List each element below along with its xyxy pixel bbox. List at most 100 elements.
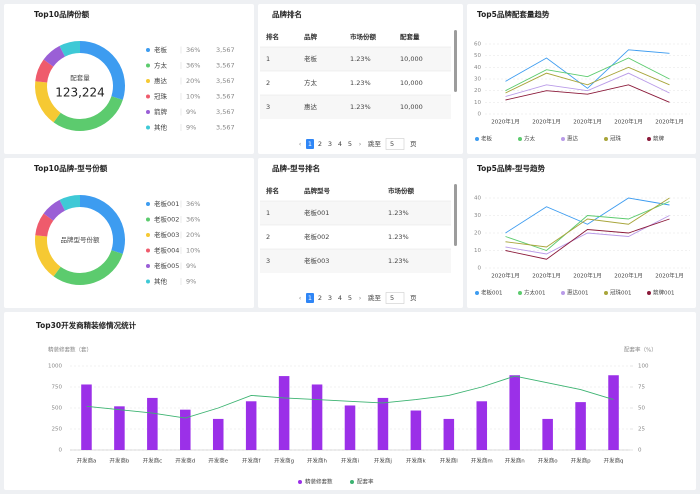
table-cell: 10,000 xyxy=(400,103,423,111)
legend-dot xyxy=(146,110,150,114)
table-cell: 老板 xyxy=(304,54,318,63)
page-number[interactable]: 1 xyxy=(308,140,312,148)
page-number[interactable]: 4 xyxy=(338,294,342,302)
x-tick-label: 开发商d xyxy=(175,457,195,465)
series-line xyxy=(505,84,670,103)
y-tick-label: 30 xyxy=(474,213,481,219)
legend-label: 箭牌 xyxy=(154,107,168,116)
legend-percent: 36% xyxy=(186,62,200,70)
series-line xyxy=(505,197,670,234)
legend-label: 精装修套数 xyxy=(305,478,333,486)
page-current[interactable] xyxy=(306,293,314,303)
x-tick-label: 开发商l xyxy=(440,457,459,465)
donut-segment xyxy=(35,59,54,83)
legend-amount: 3,567 xyxy=(216,77,235,85)
legend-dot xyxy=(604,137,608,141)
jump-label: 跳至 xyxy=(368,293,382,302)
legend-amount: 3,567 xyxy=(216,62,235,70)
page-prev[interactable]: ‹ xyxy=(299,140,302,148)
x-tick-label: 开发商n xyxy=(505,457,526,465)
legend-percent: 20% xyxy=(186,231,200,239)
page-number[interactable]: 4 xyxy=(338,140,342,148)
legend-label: 配套率 xyxy=(357,478,374,486)
page-number[interactable]: 5 xyxy=(348,294,352,302)
legend-label: 老板003 xyxy=(154,230,179,239)
bar xyxy=(114,406,125,450)
page-number[interactable]: 1 xyxy=(308,294,312,302)
donut-segment xyxy=(35,235,61,277)
bar xyxy=(476,401,488,450)
bar xyxy=(311,384,323,450)
donut-segment xyxy=(43,45,66,67)
table-header: 市场份额 xyxy=(350,32,377,41)
page-number[interactable]: 3 xyxy=(328,140,332,148)
y-tick-label: 60 xyxy=(474,42,481,48)
table-cell: 老板003 xyxy=(304,256,329,265)
legend-label: 其他 xyxy=(154,277,168,286)
bar xyxy=(443,418,455,450)
legend-percent: 9% xyxy=(186,108,196,116)
center-label: 配套量 xyxy=(70,73,90,82)
table-cell: 1 xyxy=(266,209,270,217)
legend-label: 老板001 xyxy=(154,199,179,208)
page-prev[interactable]: ‹ xyxy=(299,294,302,302)
bar xyxy=(542,418,553,450)
x-tick-label: 开发商o xyxy=(538,457,559,465)
x-tick-label: 开发商j xyxy=(374,457,393,465)
page-number[interactable]: 3 xyxy=(328,294,332,302)
y2-tick-label: 50 xyxy=(638,406,645,412)
bar xyxy=(180,409,191,450)
legend-label: 惠达001 xyxy=(567,289,589,297)
donut-segment xyxy=(59,195,81,211)
series-line xyxy=(86,375,614,419)
table-row-bg xyxy=(260,71,451,95)
page-number[interactable]: 5 xyxy=(348,140,352,148)
jump-input[interactable] xyxy=(385,138,405,150)
y-tick-label: 50 xyxy=(474,53,481,59)
y-tick-label: 20 xyxy=(474,88,481,94)
table-cell: 1.23% xyxy=(350,55,371,63)
x-tick-label: 开发商i xyxy=(341,457,360,465)
legend-percent: 9% xyxy=(186,278,196,286)
y-tick-label: 10 xyxy=(474,248,481,254)
series-line xyxy=(505,49,670,89)
table-title: 品牌-型号排名 xyxy=(272,163,320,173)
legend-label: 老板002 xyxy=(154,215,179,224)
legend-dot xyxy=(146,63,150,68)
y-tick-label: 250 xyxy=(52,427,63,433)
legend-dot xyxy=(146,279,150,284)
legend-label: 冠珠001 xyxy=(610,289,632,297)
table-cell: 3 xyxy=(266,257,270,265)
legend-dot xyxy=(146,48,150,52)
x-tick-label: 2020年1月 xyxy=(573,118,602,126)
page-number[interactable]: 2 xyxy=(318,294,322,302)
table-row-bg xyxy=(260,95,451,119)
x-tick-label: 2020年1月 xyxy=(655,272,684,280)
legend-label: 老板001 xyxy=(481,289,503,297)
legend-dot xyxy=(146,264,150,268)
page-unit: 页 xyxy=(410,140,417,148)
y-tick-label: 500 xyxy=(52,406,63,412)
page-current[interactable] xyxy=(306,139,314,149)
y-tick-label: 0 xyxy=(59,448,63,454)
jump-value: 5 xyxy=(390,294,394,302)
legend-dot xyxy=(561,291,565,295)
x-tick-label: 开发商c xyxy=(143,457,163,465)
legend-dot xyxy=(146,233,150,237)
legend-label: 方太 xyxy=(524,135,536,143)
series-line xyxy=(505,218,670,260)
table-cell: 1.23% xyxy=(350,79,371,87)
table-row-bg xyxy=(260,201,451,225)
table-row-bg xyxy=(260,47,451,71)
y-axis-label: 精装修套数（套） xyxy=(48,346,92,354)
series-line xyxy=(505,201,670,252)
legend-label: 老板004 xyxy=(154,246,179,255)
table-cell: 1.23% xyxy=(350,103,371,111)
jump-input[interactable] xyxy=(385,292,405,304)
page-next[interactable]: › xyxy=(359,140,362,148)
legend-dot xyxy=(146,248,150,253)
page-number[interactable]: 2 xyxy=(318,140,322,148)
table-cell: 1 xyxy=(266,55,270,63)
table-header: 品牌型号 xyxy=(304,186,331,195)
page-next[interactable]: › xyxy=(359,294,362,302)
